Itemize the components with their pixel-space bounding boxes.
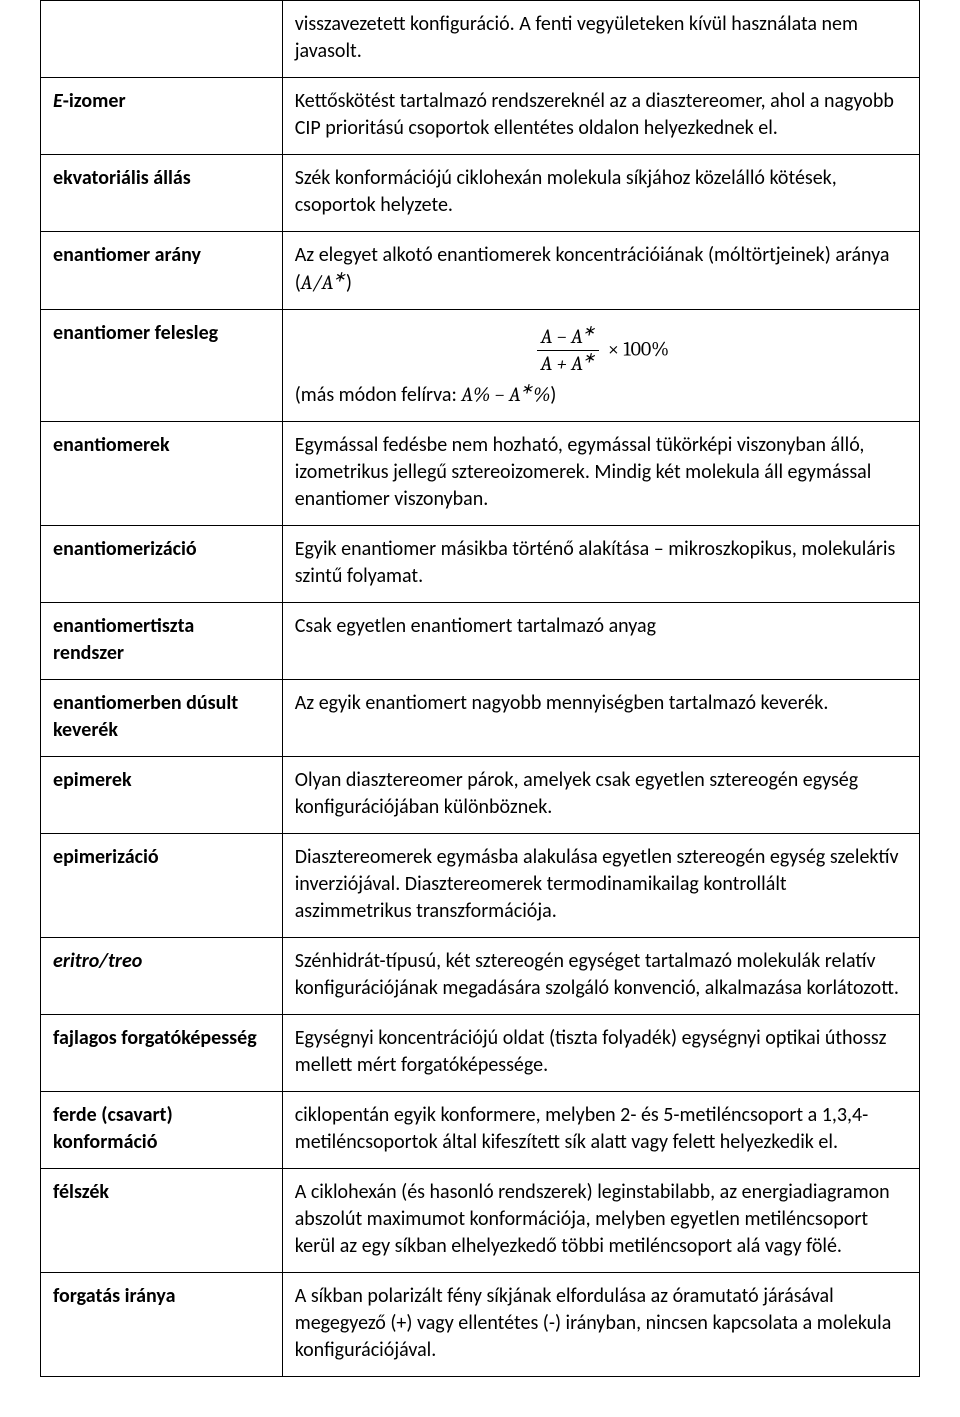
definition-cell: Az egyik enantiomert nagyobb mennyiségbe…	[282, 680, 919, 757]
term-cell: enantiomerizáció	[41, 526, 283, 603]
definition-cell: A − A∗ A + A∗ × 100% (más módon felírva:…	[282, 310, 919, 422]
page: visszavezetett konfiguráció. A fenti veg…	[0, 0, 960, 1417]
definition-text: Szénhidrát-típusú, két sztereogén egység…	[295, 949, 899, 1000]
definition-after-pre: (más módon felírva:	[295, 383, 462, 407]
term-text: enantiomerben dúsult keverék	[53, 691, 238, 742]
term-text: enantiomer arány	[53, 243, 201, 267]
definition-text: A ciklohexán (és hasonló rendszerek) leg…	[295, 1180, 890, 1258]
term-text: enantiomerek	[53, 433, 170, 457]
definition-text: ciklopentán egyik konformere, melyben 2-…	[295, 1103, 869, 1154]
definition-cell: A ciklohexán (és hasonló rendszerek) leg…	[282, 1169, 919, 1273]
term-text: ekvatoriális állás	[53, 166, 191, 190]
term-text: fajlagos forgatóképesség	[53, 1026, 257, 1050]
term-text: E-izomer	[53, 89, 126, 113]
table-row: epimerizáció Diasztereomerek egymásba al…	[41, 834, 920, 938]
display-formula: A − A∗ A + A∗ × 100%	[295, 326, 907, 375]
term-cell: eritro/treo	[41, 938, 283, 1015]
term-cell: ekvatoriális állás	[41, 155, 283, 232]
table-row: enantiomerek Egymással fedésbe nem hozha…	[41, 422, 920, 526]
term-text: epimerizáció	[53, 845, 159, 869]
term-text: eritro/treo	[53, 949, 142, 973]
term-cell: E-izomer	[41, 78, 283, 155]
definition-cell: Diasztereomerek egymásba alakulása egyet…	[282, 834, 919, 938]
inline-math: A/A∗	[301, 271, 346, 294]
table-row: fajlagos forgatóképesség Egységnyi konce…	[41, 1015, 920, 1092]
table-row: visszavezetett konfiguráció. A fenti veg…	[41, 1, 920, 78]
definition-cell: Kettőskötést tartalmazó rendszereknél az…	[282, 78, 919, 155]
table-row: eritro/treo Szénhidrát-típusú, két szter…	[41, 938, 920, 1015]
definition-text: A síkban polarizált fény síkjának elford…	[295, 1284, 892, 1362]
table-row: epimerek Olyan diasztereomer párok, amel…	[41, 757, 920, 834]
definition-text: Csak egyetlen enantiomert tartalmazó any…	[295, 614, 656, 638]
term-cell: enantiomer arány	[41, 232, 283, 310]
table-row: forgatás iránya A síkban polarizált fény…	[41, 1273, 920, 1377]
definition-text: Olyan diasztereomer párok, amelyek csak …	[295, 768, 858, 819]
definition-text-pre: Az elegyet alkotó enantiomerek koncentrá…	[295, 243, 890, 295]
term-text: enantiomer felesleg	[53, 321, 218, 345]
inline-math: A% − A∗%	[461, 383, 550, 406]
term-cell: forgatás iránya	[41, 1273, 283, 1377]
term-cell: epimerek	[41, 757, 283, 834]
table-row: enantiomerben dúsult keverék Az egyik en…	[41, 680, 920, 757]
definition-cell: visszavezetett konfiguráció. A fenti veg…	[282, 1, 919, 78]
term-text: enantiomertiszta rendszer	[53, 614, 194, 665]
term-cell: ferde (csavart) konformáció	[41, 1092, 283, 1169]
definition-cell: Egyik enantiomer másikba történő alakítá…	[282, 526, 919, 603]
definition-cell: Egységnyi koncentrációjú oldat (tiszta f…	[282, 1015, 919, 1092]
table-row: ekvatoriális állás Szék konformációjú ci…	[41, 155, 920, 232]
definition-cell: Szék konformációjú ciklohexán molekula s…	[282, 155, 919, 232]
term-cell: enantiomer felesleg	[41, 310, 283, 422]
definition-text: Kettőskötést tartalmazó rendszereknél az…	[295, 89, 894, 140]
table-row: ferde (csavart) konformáció ciklopentán …	[41, 1092, 920, 1169]
definition-cell: Csak egyetlen enantiomert tartalmazó any…	[282, 603, 919, 680]
definition-after-formula: (más módon felírva: A% − A∗%)	[295, 381, 907, 409]
fraction-denominator: A + A∗	[537, 351, 600, 375]
definition-text: Egységnyi koncentrációjú oldat (tiszta f…	[295, 1026, 887, 1077]
term-cell: enantiomerben dúsult keverék	[41, 680, 283, 757]
definition-text: visszavezetett konfiguráció. A fenti veg…	[295, 12, 858, 63]
definition-after-post: )	[550, 383, 556, 407]
term-cell: félszék	[41, 1169, 283, 1273]
term-cell: fajlagos forgatóképesség	[41, 1015, 283, 1092]
definition-cell: Egymással fedésbe nem hozható, egymással…	[282, 422, 919, 526]
definition-text-post: )	[346, 271, 352, 295]
definition-cell: ciklopentán egyik konformere, melyben 2-…	[282, 1092, 919, 1169]
table-row: E-izomer Kettőskötést tartalmazó rendsze…	[41, 78, 920, 155]
term-text: epimerek	[53, 768, 132, 792]
table-row: enantiomertiszta rendszer Csak egyetlen …	[41, 603, 920, 680]
term-prefix: E	[53, 89, 63, 113]
definition-text: Az egyik enantiomert nagyobb mennyiségbe…	[295, 691, 829, 715]
glossary-table: visszavezetett konfiguráció. A fenti veg…	[40, 0, 920, 1377]
formula-tail: × 100%	[608, 337, 669, 360]
term-cell: epimerizáció	[41, 834, 283, 938]
term-cell	[41, 1, 283, 78]
table-row: enantiomerizáció Egyik enantiomer másikb…	[41, 526, 920, 603]
definition-text: Egymással fedésbe nem hozható, egymással…	[295, 433, 872, 511]
term-text: enantiomerizáció	[53, 537, 197, 561]
table-row: félszék A ciklohexán (és hasonló rendsze…	[41, 1169, 920, 1273]
definition-text: Szék konformációjú ciklohexán molekula s…	[295, 166, 837, 217]
fraction-numerator: A − A∗	[537, 326, 600, 351]
term-text: félszék	[53, 1180, 109, 1204]
definition-text: Egyik enantiomer másikba történő alakítá…	[295, 537, 896, 588]
definition-cell: Olyan diasztereomer párok, amelyek csak …	[282, 757, 919, 834]
term-suffix: -izomer	[63, 89, 126, 113]
table-row: enantiomer felesleg A − A∗ A + A∗ × 100%…	[41, 310, 920, 422]
term-cell: enantiomertiszta rendszer	[41, 603, 283, 680]
definition-cell: Az elegyet alkotó enantiomerek koncentrá…	[282, 232, 919, 310]
definition-cell: Szénhidrát-típusú, két sztereogén egység…	[282, 938, 919, 1015]
definition-text: Diasztereomerek egymásba alakulása egyet…	[295, 845, 899, 923]
table-row: enantiomer arány Az elegyet alkotó enant…	[41, 232, 920, 310]
fraction: A − A∗ A + A∗	[537, 326, 600, 375]
term-text: ferde (csavart) konformáció	[53, 1103, 173, 1154]
term-text: forgatás iránya	[53, 1284, 175, 1308]
definition-cell: A síkban polarizált fény síkjának elford…	[282, 1273, 919, 1377]
term-cell: enantiomerek	[41, 422, 283, 526]
